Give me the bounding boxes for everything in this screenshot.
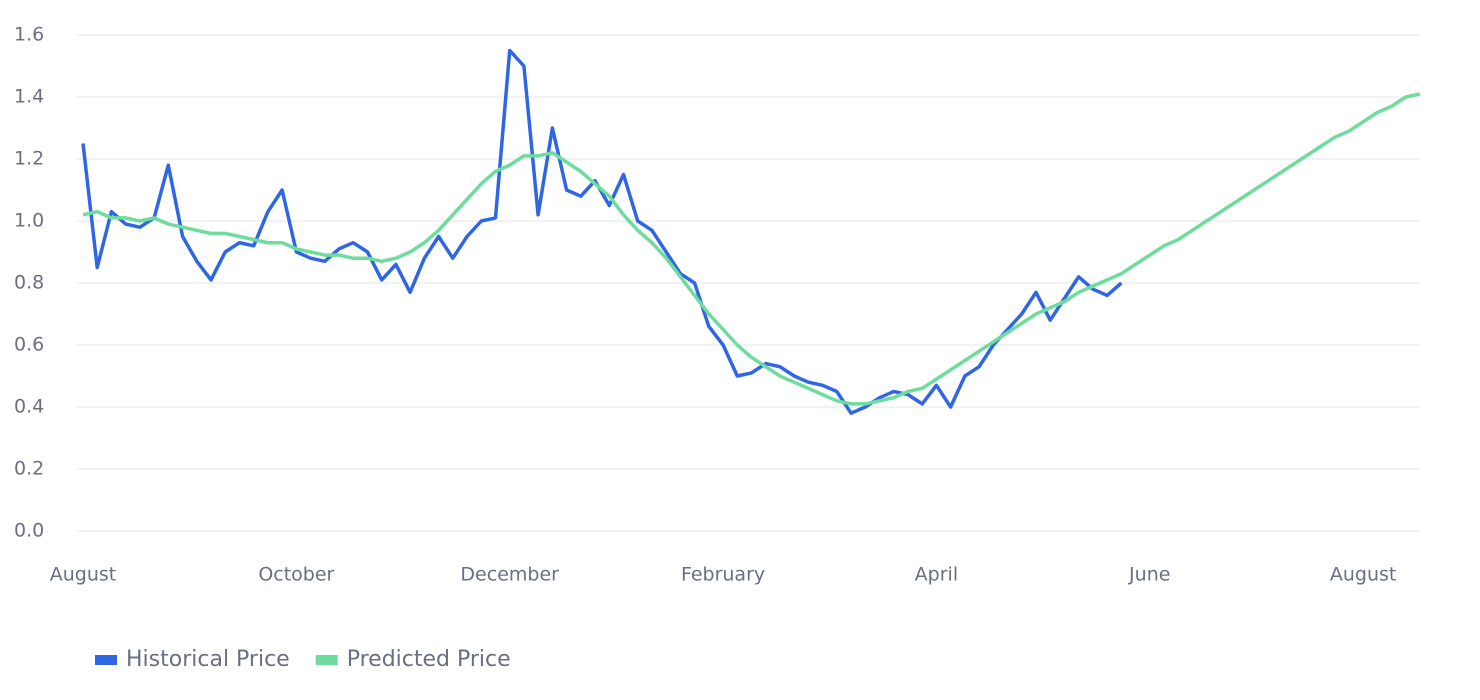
legend-swatch — [315, 655, 338, 665]
legend-label: Historical Price — [126, 647, 290, 672]
x-tick-label: October — [258, 564, 334, 586]
y-tick-label: 0.2 — [14, 458, 44, 480]
y-tick-label: 0.4 — [14, 396, 44, 418]
y-tick-label: 1.6 — [14, 24, 44, 46]
legend-swatch — [95, 655, 117, 665]
legend-label: Predicted Price — [347, 647, 511, 672]
x-tick-label: December — [460, 564, 559, 586]
x-tick-label: June — [1128, 564, 1170, 586]
x-tick-label: February — [681, 564, 765, 586]
y-tick-label: 1.0 — [14, 210, 44, 232]
y-tick-label: 0.6 — [14, 334, 44, 356]
series-line — [82, 92, 1421, 406]
x-tick-label: April — [915, 564, 958, 586]
x-tick-label: August — [50, 564, 117, 586]
y-tick-label: 1.2 — [14, 148, 44, 170]
y-tick-label: 1.4 — [14, 86, 44, 108]
y-tick-label: 0.0 — [14, 520, 44, 542]
y-tick-label: 0.8 — [14, 272, 44, 294]
x-tick-label: August — [1330, 564, 1397, 586]
